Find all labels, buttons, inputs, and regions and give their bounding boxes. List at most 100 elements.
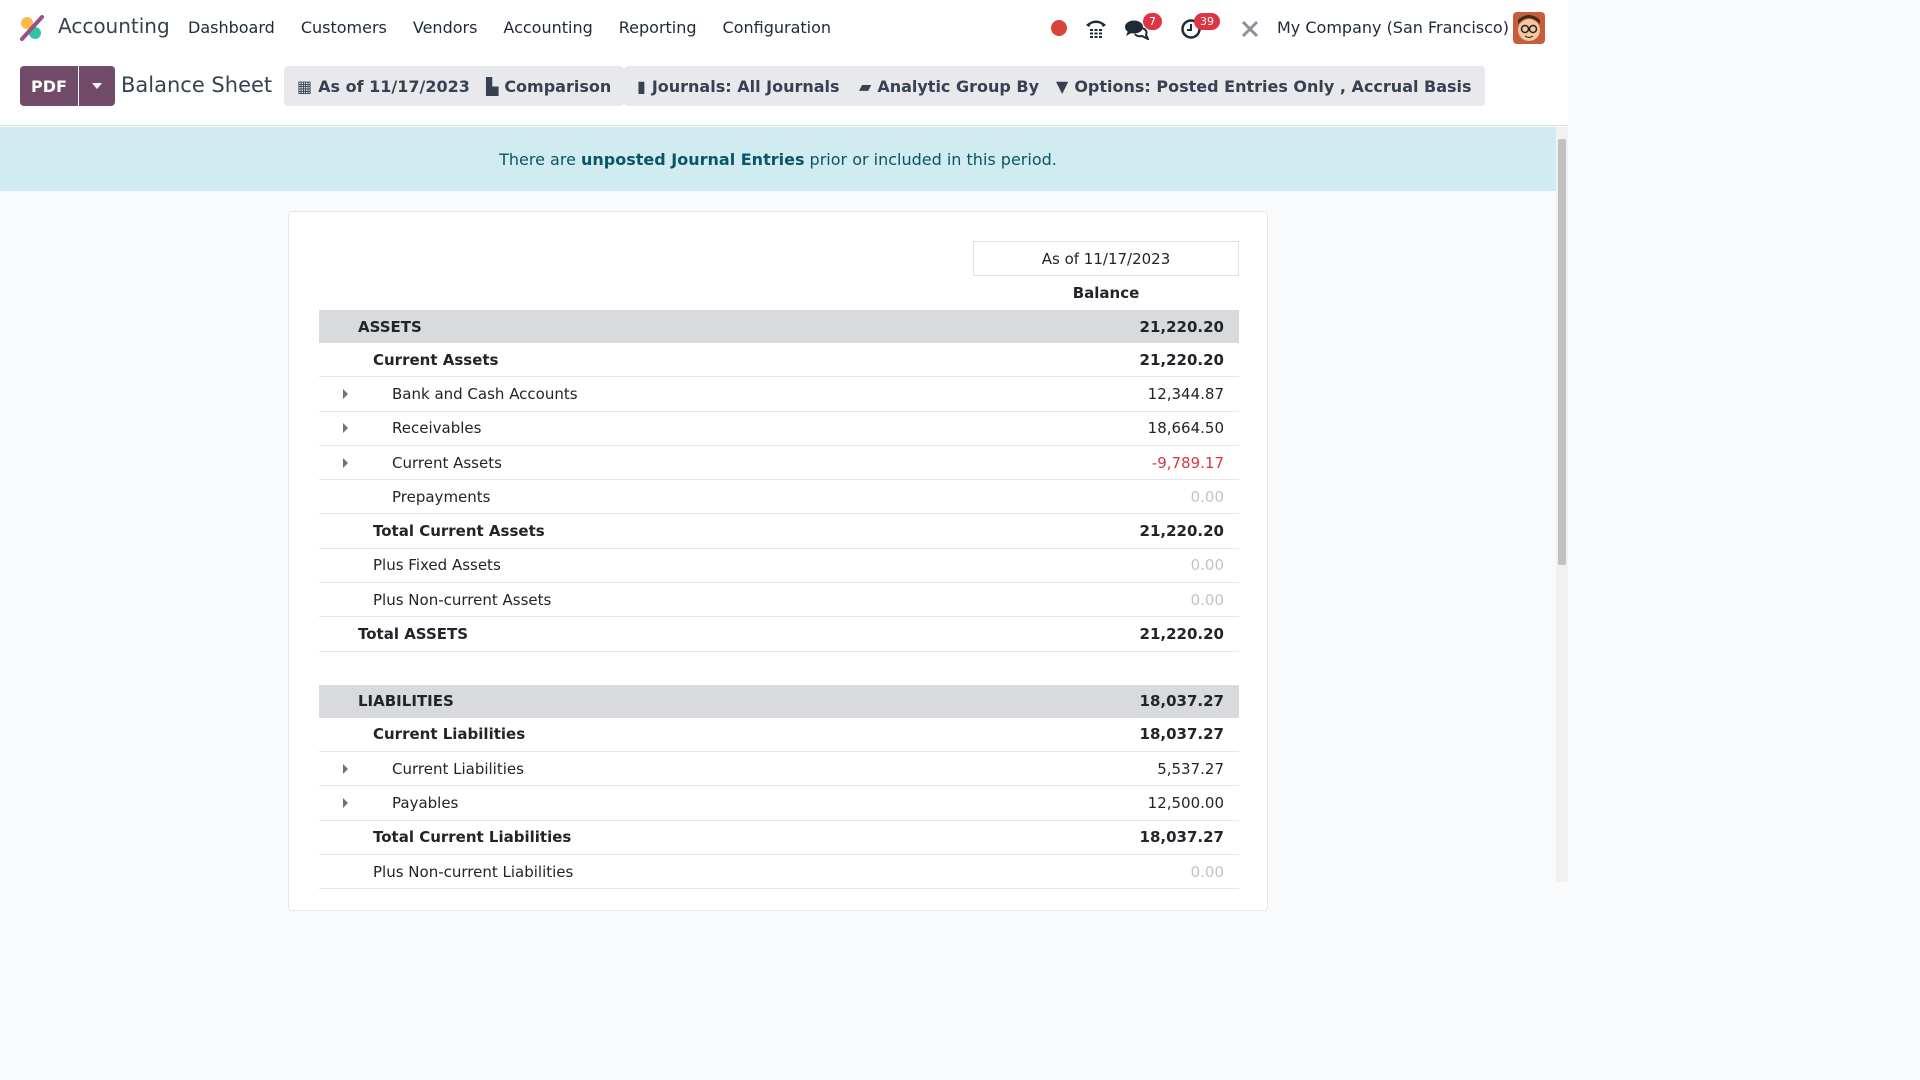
report-line: Total Current Assets 21,220.20 [319,514,1239,549]
menu-dashboard[interactable]: Dashboard [188,18,275,37]
menu-vendors[interactable]: Vendors [412,18,478,37]
report-line: Plus Non-current Assets 0.00 [319,583,1239,618]
calendar-icon: ▦ [297,76,313,96]
report-line: Plus Fixed Assets 0.00 [319,549,1239,584]
line-label: Plus Non-current Assets [373,590,552,609]
line-label: Current Assets [373,350,499,369]
line-label: Plus Fixed Assets [373,556,501,575]
line-label: LIABILITIES [358,692,454,711]
report-line: Current Assets 21,220.20 [319,343,1239,378]
analytic-label: Analytic Group By [877,76,1040,96]
line-balance: 12,500.00 [1147,793,1224,812]
caret-right-icon[interactable] [343,797,348,808]
caret-right-icon[interactable] [343,423,348,434]
line-balance: 12,344.87 [1147,384,1224,403]
menu-configuration[interactable]: Configuration [722,18,832,37]
report-lines: ASSETS 21,220.20 Current Assets 21,220.20 Ba… [319,310,1239,890]
line-balance: 0.00 [1190,590,1224,609]
line-label: Receivables [392,419,482,438]
control-panel: PDF Balance Sheet ▦ As of 11/17/2023 ▙ Com… [0,56,1568,126]
caret-right-icon[interactable] [343,388,348,399]
record-status-icon[interactable] [1051,20,1067,36]
line-balance: 21,220.20 [1139,317,1224,336]
top-navbar: Accounting Dashboard Customers Vendors A… [0,0,1568,56]
line-balance: 18,037.27 [1139,828,1224,847]
pdf-dropdown-toggle[interactable] [79,66,115,106]
report-line[interactable]: Receivables 18,664.50 [319,412,1239,446]
folder-open-icon: ▰ [859,76,872,96]
report-line[interactable]: Current Assets -9,789.17 [319,446,1239,481]
alert-text-before: There are [499,149,581,169]
line-label: Total Current Liabilities [373,828,572,847]
unposted-entries-alert: There are unposted Journal Entries prior… [0,127,1556,191]
date-filter-label: As of 11/17/2023 [318,76,470,96]
menu-customers[interactable]: Customers [300,18,387,37]
app-logo-icon[interactable] [18,14,46,42]
report-line: Prepayments 0.00 [319,480,1239,515]
line-label: Plus Non-current Liabilities [373,862,574,881]
line-label: Payables [392,793,459,812]
report-line: LIABILITIES 18,037.27 [319,684,1239,718]
scrollbar-thumb[interactable] [1558,139,1566,565]
line-balance: 18,664.50 [1147,419,1224,438]
line-balance: 21,220.20 [1139,522,1224,541]
filter-icon: ▼ [1056,76,1069,96]
report-line[interactable]: Payables 12,500.00 [319,786,1239,821]
line-balance: 21,220.20 [1139,625,1224,644]
line-label: Current Assets [392,453,502,472]
messages-badge: 7 [1143,13,1162,30]
line-balance: 18,037.27 [1139,725,1224,744]
comparison-button[interactable]: ▙ Comparison [473,66,625,106]
line-balance: 18,037.27 [1139,692,1224,711]
alert-text-after: prior or included in this period. [804,149,1057,169]
app-name[interactable]: Accounting [58,14,170,38]
line-label: ASSETS [358,317,422,336]
report-line: Current Liabilities 18,037.27 [319,718,1239,752]
report-card: As of 11/17/2023 Balance ASSETS 21,220.20… [288,211,1268,911]
line-label: Prepayments [392,487,491,506]
line-balance: 0.00 [1190,487,1224,506]
caret-right-icon[interactable] [343,457,348,468]
pdf-button[interactable]: PDF [20,66,78,106]
report-line: Plus Non-current Liabilities 0.00 [319,855,1239,890]
company-switcher[interactable]: My Company (San Francisco) [1277,18,1509,37]
analytic-group-by-button[interactable]: ▰ Analytic Group By [846,66,1053,106]
comparison-label: Comparison [504,76,612,96]
line-balance: -9,789.17 [1151,453,1224,472]
line-balance: 0.00 [1190,556,1224,575]
line-label: Current Liabilities [373,725,526,744]
tools-icon[interactable] [1240,19,1260,39]
line-label: Current Liabilities [392,759,524,778]
chat-icon[interactable] [1125,18,1149,40]
activities-badge: 39 [1194,13,1220,30]
report-line[interactable]: Bank and Cash Accounts 12,344.87 [319,377,1239,412]
book-icon: ▮ [637,76,646,96]
line-balance: 21,220.20 [1139,350,1224,369]
period-column-header: As of 11/17/2023 [973,241,1239,276]
caret-right-icon[interactable] [343,763,348,774]
report-line[interactable]: Current Liabilities 5,537.27 [319,752,1239,787]
line-label: Total Current Assets [373,522,545,541]
main-menu: Dashboard Customers Vendors Accounting R… [188,18,831,37]
options-filter-button[interactable]: ▼ Options: Posted Entries Only , Accrual … [1043,66,1485,106]
report-line: Total ASSETS 21,220.20 [319,617,1239,652]
menu-accounting[interactable]: Accounting [503,18,593,37]
line-balance: 5,537.27 [1157,759,1224,778]
report-line: ASSETS 21,220.20 [319,310,1239,343]
line-label: Total ASSETS [358,625,469,644]
line-balance: 0.00 [1190,862,1224,881]
unposted-entries-link[interactable]: unposted Journal Entries [581,149,805,169]
balance-column-header: Balance [1072,284,1140,302]
report-line: Total Current Liabilities 18,037.27 [319,821,1239,855]
line-label: Bank and Cash Accounts [392,384,578,403]
date-filter-button[interactable]: ▦ As of 11/17/2023 [284,66,483,106]
menu-reporting[interactable]: Reporting [618,18,697,37]
spacer-row [319,652,1239,685]
phone-icon[interactable] [1085,17,1107,39]
bar-chart-icon: ▙ [486,76,499,96]
options-label: Options: Posted Entries Only , Accrual B… [1074,76,1472,96]
vertical-scrollbar[interactable] [1556,127,1568,882]
journals-label: Journals: All Journals [651,76,840,96]
journals-filter-button[interactable]: ▮ Journals: All Journals [624,66,853,106]
user-avatar[interactable] [1513,12,1545,44]
